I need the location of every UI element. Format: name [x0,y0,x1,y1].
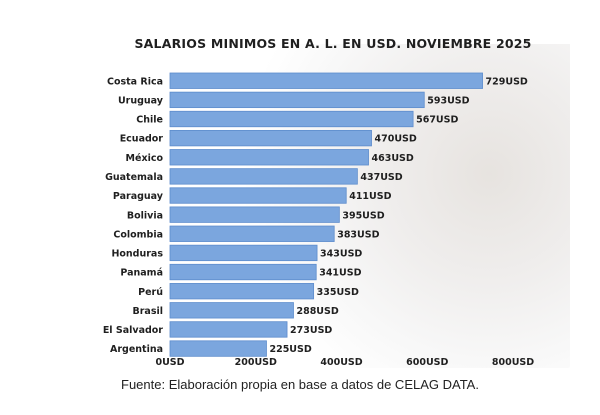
bar [169,302,294,319]
value-label: 437USD [360,172,402,183]
chart-figure: SALARIOS MINIMOS EN A. L. EN USD. NOVIEM… [96,14,570,368]
value-label: 463USD [372,153,414,164]
value-label: 383USD [337,229,379,240]
bar [169,263,317,281]
category-label: Panamá [120,268,163,279]
value-label: 335USD [317,287,359,298]
x-tick-label: 0USD [155,357,184,368]
value-label: 273USD [290,325,332,336]
value-label: 288USD [296,306,338,317]
value-label: 593USD [427,95,469,106]
bar [169,244,318,262]
value-label: 411USD [349,191,391,202]
x-tick-label: 400USD [320,357,362,368]
category-label: Ecuador [120,134,164,145]
category-label: El Salvador [103,325,163,336]
value-label: 341USD [319,268,361,279]
category-label: Guatemala [105,172,163,183]
category-label: Bolivia [127,210,163,221]
category-label: Argentina [110,344,163,355]
value-label: 567USD [416,115,458,126]
bar [169,340,267,357]
x-tick-label: 800USD [492,357,534,368]
value-label: 395USD [342,210,384,221]
bar [169,206,340,223]
bar [169,321,288,338]
bar [169,129,372,147]
value-label: 470USD [375,134,417,145]
category-label: Paraguay [113,191,164,202]
x-tick-label: 600USD [406,357,448,368]
source-caption: Fuente: Elaboración propia en base a dat… [121,377,479,392]
category-label: México [126,153,164,164]
bar [169,72,483,89]
category-label: Honduras [111,249,163,260]
category-label: Perú [138,287,163,298]
bar [169,225,335,242]
bar-chart: Costa Rica 729USD Uruguay 593USD Chile 567USD… [103,72,534,368]
category-label: Uruguay [118,95,164,106]
x-tick-label: 200USD [235,357,277,368]
value-label: 729USD [486,76,528,87]
bar [169,283,315,300]
category-label: Colombia [113,229,163,240]
category-label: Chile [136,115,163,126]
category-label: Brasil [132,306,163,317]
bar [169,168,358,185]
chart-title: SALARIOS MINIMOS EN A. L. EN USD. NOVIEM… [134,36,532,51]
value-label: 225USD [269,344,311,355]
bar [169,91,425,109]
bar [169,149,369,166]
value-label: 343USD [320,249,362,260]
bar [169,187,347,204]
bar [169,110,414,128]
category-label: Costa Rica [107,76,163,87]
